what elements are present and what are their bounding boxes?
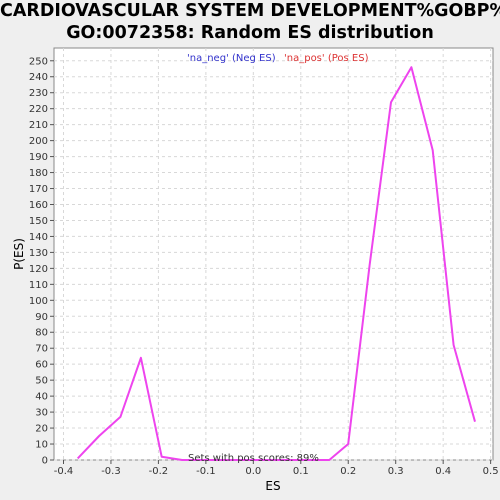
x-tick-label: 0.2 bbox=[340, 466, 356, 477]
x-tick-label: 0.0 bbox=[245, 466, 261, 477]
y-tick-label: 190 bbox=[29, 152, 48, 163]
plot-area bbox=[53, 47, 494, 461]
y-tick-label: 20 bbox=[35, 424, 48, 435]
y-tick-label: 0 bbox=[42, 456, 48, 467]
x-tick-label: 0.1 bbox=[293, 466, 309, 477]
y-tick-label: 210 bbox=[29, 120, 48, 131]
y-tick-label: 60 bbox=[35, 360, 48, 371]
y-tick-label: 230 bbox=[29, 88, 48, 99]
y-tick-label: 100 bbox=[29, 296, 48, 307]
y-tick-label: 240 bbox=[29, 72, 48, 83]
y-axis-ticks: 0 10 20 30 40 50 60 70 80 90 100 110 120 130 140 150 160… bbox=[29, 56, 54, 467]
y-tick-label: 90 bbox=[35, 312, 48, 323]
x-tick-label: -0.3 bbox=[101, 466, 121, 477]
y-tick-label: 170 bbox=[29, 184, 48, 195]
y-tick-label: 140 bbox=[29, 232, 48, 243]
x-tick-label: 0.3 bbox=[388, 466, 404, 477]
y-tick-label: 150 bbox=[29, 216, 48, 227]
chart-title-line-2: GO:0072358: Random ES distribution bbox=[66, 23, 434, 43]
chart-title-line-1: CARDIOVASCULAR SYSTEM DEVELOPMENT%GOBP% bbox=[0, 1, 500, 21]
y-tick-label: 160 bbox=[29, 200, 48, 211]
grid-lines bbox=[54, 48, 493, 461]
legend-entry-neg: 'na_neg' (Neg ES) bbox=[187, 53, 276, 64]
x-tick-label: -0.2 bbox=[149, 466, 169, 477]
y-tick-label: 30 bbox=[35, 408, 48, 419]
y-tick-label: 130 bbox=[29, 248, 48, 259]
x-tick-label: 0.5 bbox=[483, 466, 499, 477]
y-tick-label: 40 bbox=[35, 392, 48, 403]
x-axis-label: ES bbox=[265, 479, 280, 493]
y-tick-label: 200 bbox=[29, 136, 48, 147]
y-axis-label: P(ES) bbox=[12, 238, 26, 270]
annotation-pos-scores: Sets with pos scores: 89% bbox=[188, 453, 319, 464]
y-tick-label: 70 bbox=[35, 344, 48, 355]
y-tick-label: 120 bbox=[29, 264, 48, 275]
series-line bbox=[76, 66, 476, 461]
y-tick-label: 80 bbox=[35, 328, 48, 339]
y-tick-label: 180 bbox=[29, 168, 48, 179]
y-tick-label: 50 bbox=[35, 376, 48, 387]
x-axis-ticks: -0.4 -0.3 -0.2 -0.1 0.0 0.1 0.2 0.3 0.4 0.5 bbox=[54, 460, 499, 477]
y-tick-label: 10 bbox=[35, 440, 48, 451]
y-tick-label: 220 bbox=[29, 104, 48, 115]
x-tick-label: 0.4 bbox=[435, 466, 451, 477]
x-tick-label: -0.4 bbox=[54, 466, 74, 477]
y-tick-label: 110 bbox=[29, 280, 48, 291]
series-group bbox=[76, 66, 476, 461]
y-tick-label: 250 bbox=[29, 56, 48, 67]
legend-entry-pos: 'na_pos' (Pos ES) bbox=[284, 53, 369, 64]
x-tick-label: -0.1 bbox=[196, 466, 216, 477]
